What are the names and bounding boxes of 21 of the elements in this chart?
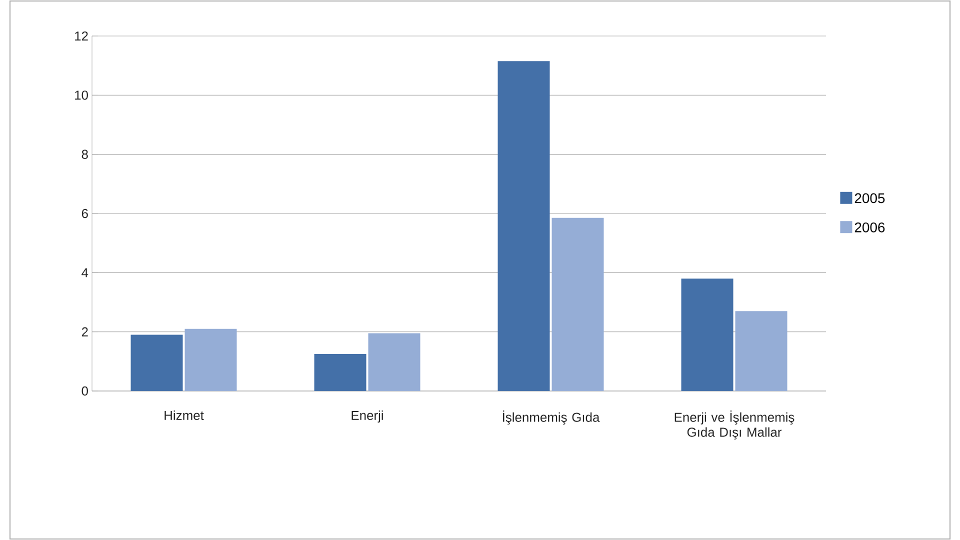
- x-tick-label: Enerji ve İşlenmemiş Gıda Dışı Mallar: [674, 410, 794, 440]
- bar: [498, 61, 550, 391]
- bar: [735, 311, 788, 391]
- bar: [552, 218, 604, 391]
- y-tick-label: 10: [75, 90, 88, 100]
- legend-label: 2005: [854, 193, 885, 204]
- x-tick-label: Enerji: [352, 410, 383, 423]
- y-tick-label: 12: [75, 31, 88, 41]
- bar: [368, 333, 420, 391]
- y-tick-label: 4: [82, 268, 88, 278]
- y-tick-label: 6: [82, 208, 88, 218]
- legend-label: 2006: [854, 222, 885, 232]
- bar: [130, 334, 183, 391]
- bar: [681, 278, 734, 391]
- y-tick-label: 2: [82, 327, 88, 336]
- y-tick-label: 0: [82, 386, 88, 396]
- bar: [314, 354, 366, 391]
- bar: [184, 328, 237, 391]
- y-tick-label: 8: [82, 150, 88, 159]
- x-tick-label: İşlenmemiş Gıda: [503, 410, 600, 425]
- x-tick-label: Hizmet: [164, 410, 204, 420]
